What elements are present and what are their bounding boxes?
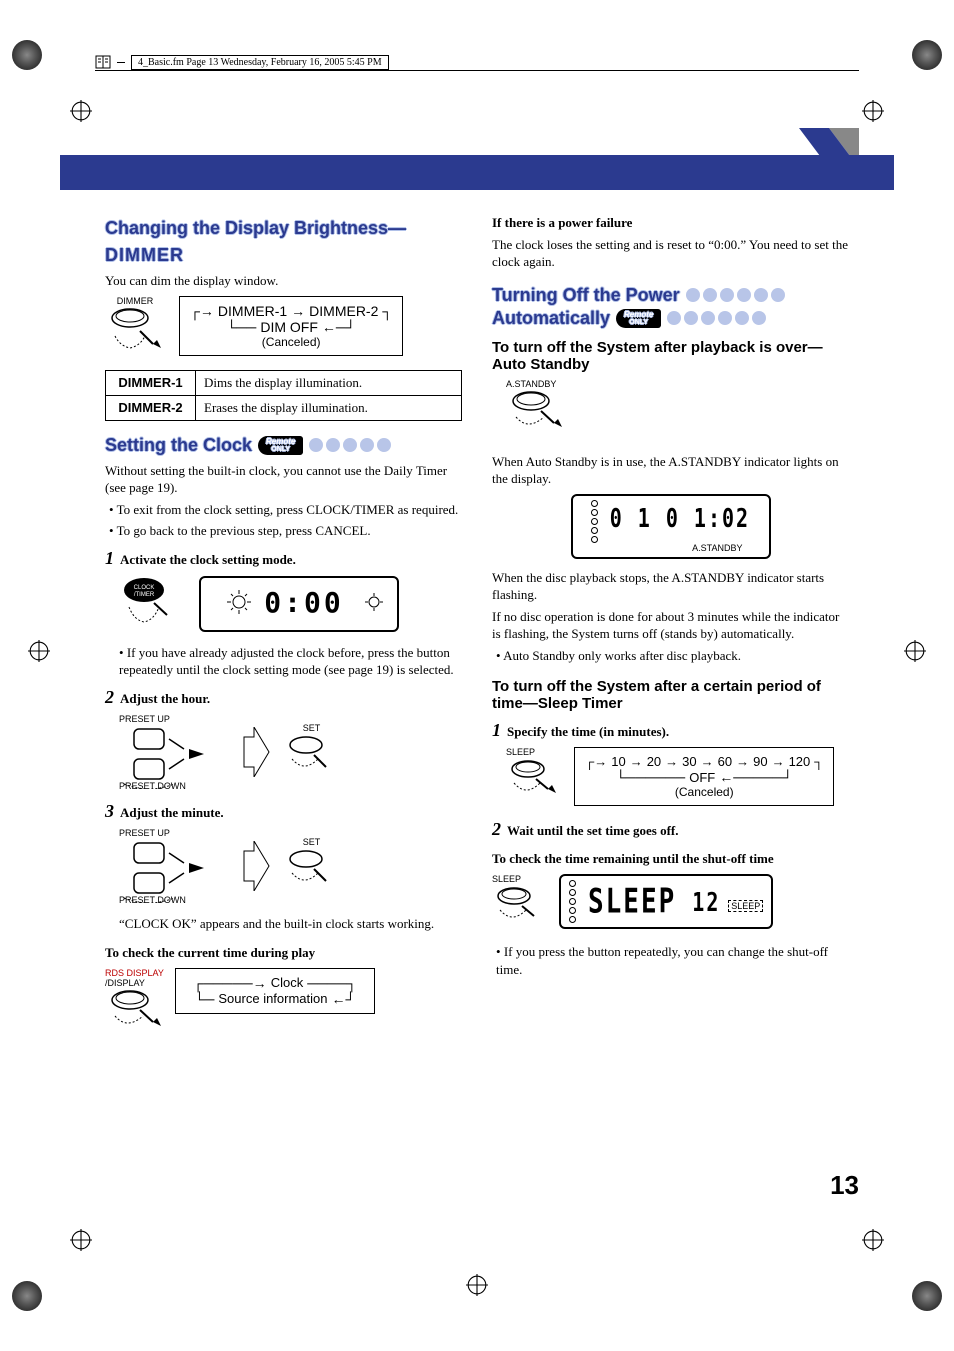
astandby-button-icon — [506, 389, 576, 439]
clock-b1: To exit from the clock setting, press CL… — [109, 501, 462, 519]
dimmer-table: DIMMER-1Dims the display illumination. D… — [105, 370, 462, 421]
svg-text:0:00: 0:00 — [264, 586, 343, 619]
clock-lcd: 0:00 — [199, 576, 399, 632]
registration-mark — [70, 100, 92, 122]
check-time-head: To check the current time during play — [105, 944, 462, 962]
crop-mark — [912, 1281, 942, 1311]
section-title-turnoff-2: Automatically RemoteONLY — [492, 308, 849, 329]
autostandby-p3: If no disc operation is done for about 3… — [492, 608, 849, 643]
clock-ok-text: “CLOCK OK” appears and the built-in cloc… — [119, 915, 462, 933]
sleep-step-1: 1Specify the time (in minutes). — [492, 720, 849, 741]
sun-icon: 0:00 — [209, 582, 389, 622]
step-1: 1Activate the clock setting mode. — [105, 548, 462, 569]
dimmer-button-icon — [105, 306, 165, 356]
svg-text:CLOCK: CLOCK — [134, 585, 155, 591]
header-filename: 4_Basic.fm Page 13 Wednesday, February 1… — [131, 55, 389, 70]
sleep-button-icon — [506, 757, 566, 805]
power-fail-head: If there is a power failure — [492, 214, 849, 232]
registration-mark — [70, 1229, 92, 1251]
title-bar — [60, 155, 894, 190]
sleep-button-icon — [492, 884, 547, 929]
display-button-icon — [105, 988, 165, 1033]
clock-timer-button-icon: CLOCK /TIMER — [119, 575, 179, 630]
book-icon — [95, 54, 111, 70]
preset-buttons-icon — [119, 724, 229, 789]
clock-p1: Without setting the built-in clock, you … — [105, 462, 462, 497]
clock-b2: To go back to the previous step, press C… — [109, 522, 462, 540]
left-column: Changing the Display Brightness—DIMMER Y… — [105, 210, 462, 1047]
remote-only-badge: RemoteONLY — [616, 309, 661, 328]
step1-note: If you have already adjusted the clock b… — [119, 644, 462, 679]
section-title-clock: Setting the Clock RemoteONLY — [105, 435, 462, 456]
crop-mark — [12, 40, 42, 70]
astandby-lcd: 0 1 0 1:02 A.STANDBY — [571, 494, 771, 559]
crop-mark — [912, 40, 942, 70]
sleep-step-2: 2Wait until the set time goes off. — [492, 819, 849, 840]
step-3: 3Adjust the minute. — [105, 801, 462, 822]
arrow-icon — [239, 727, 274, 777]
autostandby-p2: When the disc playback stops, the A.STAN… — [492, 569, 849, 604]
registration-mark — [904, 640, 926, 662]
sleep-head: To turn off the System after a certain p… — [492, 678, 849, 712]
preset-buttons-icon — [119, 838, 229, 903]
section-title-turnoff: Turning Off the Power — [492, 285, 849, 306]
step-2: 2Adjust the hour. — [105, 687, 462, 708]
sleep-lcd: SLEEP 12 SLEEP — [559, 874, 773, 929]
dimmer-intro: You can dim the display window. — [105, 272, 462, 290]
auto-standby-head: To turn off the System after playback is… — [492, 339, 849, 373]
section-title-dimmer: Changing the Display Brightness—DIMMER — [105, 218, 462, 266]
crop-mark — [12, 1281, 42, 1311]
dimmer-diagram: DIMMER ┌→ DIMMER-1 → DIMMER-2 ┐ — [105, 296, 462, 360]
print-header: 4_Basic.fm Page 13 Wednesday, February 1… — [95, 54, 389, 70]
arrow-icon — [239, 841, 274, 891]
remote-only-badge: RemoteONLY — [258, 436, 303, 455]
sleep-check-head: To check the time remaining until the sh… — [492, 850, 849, 868]
set-button-icon — [284, 733, 339, 778]
set-button-icon — [284, 847, 339, 892]
autostandby-b1: Auto Standby only works after disc playb… — [496, 647, 849, 665]
registration-mark — [862, 100, 884, 122]
page-number: 13 — [830, 1170, 859, 1201]
registration-mark — [862, 1229, 884, 1251]
sleep-b2: If you press the button repeatedly, you … — [496, 943, 849, 978]
header-rule — [95, 70, 859, 71]
right-column: If there is a power failure The clock lo… — [492, 210, 849, 1047]
registration-mark — [466, 1274, 488, 1296]
svg-text:/TIMER: /TIMER — [134, 592, 155, 598]
power-fail-body: The clock loses the setting and is reset… — [492, 236, 849, 271]
registration-mark — [28, 640, 50, 662]
autostandby-p1: When Auto Standby is in use, the A.STAND… — [492, 453, 849, 488]
